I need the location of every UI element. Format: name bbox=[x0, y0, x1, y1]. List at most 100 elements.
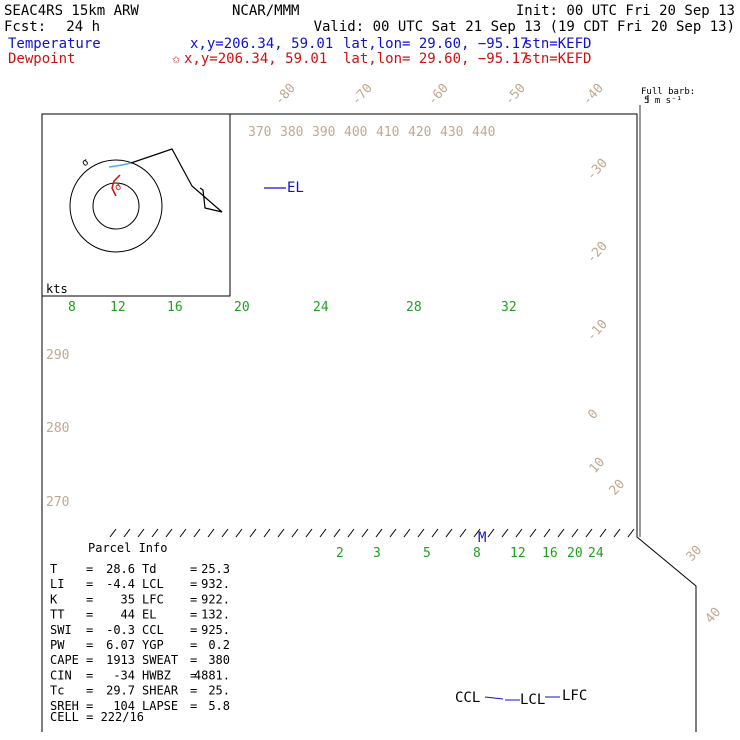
star-icon: ✩ bbox=[172, 51, 181, 67]
hodograph: σ σ kts bbox=[41, 113, 231, 297]
freezing-level-tick bbox=[501, 528, 509, 538]
isotherm-label: 20 bbox=[607, 477, 629, 499]
parcel-equals: = bbox=[86, 562, 93, 576]
hodograph-trace-upper bbox=[130, 148, 223, 213]
parcel-param-name: YGP bbox=[142, 638, 164, 652]
dry-adiabat-label: 420 bbox=[408, 125, 431, 140]
parcel-param-value: 104 bbox=[113, 699, 135, 713]
fcst-value: 24 h bbox=[66, 19, 100, 35]
freezing-level-tick bbox=[375, 528, 383, 538]
freezing-level-tick bbox=[445, 528, 453, 538]
dry-adiabat-label: 390 bbox=[312, 125, 335, 140]
parcel-param-value: 44 bbox=[121, 608, 135, 622]
moist-adiabat-label: 8 bbox=[68, 300, 76, 315]
mixing-ratio-labels: 2 3 5 8 12 16 20 24 bbox=[336, 546, 604, 561]
moist-adiabat-label: 32 bbox=[501, 300, 517, 315]
parcel-param-name: K bbox=[50, 592, 58, 606]
parcel-param-name: LI bbox=[50, 577, 64, 591]
cell-motion: CELL = 222/16 bbox=[50, 710, 144, 724]
isotherm-label: -50 bbox=[502, 81, 529, 108]
mixing-ratio-label: 12 bbox=[510, 546, 526, 561]
parcel-equals: = bbox=[86, 668, 93, 682]
freezing-level-tick bbox=[557, 528, 565, 538]
parcel-equals: = bbox=[190, 608, 197, 622]
parcel-equals: = bbox=[190, 577, 197, 591]
parcel-param-value: 380 bbox=[208, 653, 230, 667]
moist-adiabat-label: 12 bbox=[110, 300, 126, 315]
hodograph-marker-start: σ bbox=[113, 181, 124, 194]
parcel-equals: = bbox=[190, 638, 197, 652]
freezing-level-tick bbox=[515, 528, 523, 538]
parcel-equals: = bbox=[190, 684, 197, 698]
parcel-param-name: TT bbox=[50, 608, 64, 622]
moist-adiabat-label: 24 bbox=[313, 300, 329, 315]
mixing-ratio-label: 20 bbox=[567, 546, 583, 561]
parcel-info-background bbox=[44, 537, 236, 727]
dewpoint-legend-label: Dewpoint bbox=[8, 51, 75, 67]
mixing-ratio-label: 2 bbox=[336, 546, 344, 561]
parcel-param-name: CIN bbox=[50, 668, 72, 682]
parcel-param-value: -34 bbox=[113, 668, 135, 682]
parcel-equals: = bbox=[86, 638, 93, 652]
dewpoint-xy: x,y=206.34, 59.01 bbox=[184, 51, 327, 67]
freezing-level-tick bbox=[389, 528, 397, 538]
parcel-equals: = bbox=[190, 623, 197, 637]
dry-adiabat-labels: 370 380 390 400 410 420 430 440 290 280 270 bbox=[46, 125, 495, 510]
freezing-level-tick bbox=[291, 528, 299, 538]
parcel-info-title: Parcel Info bbox=[88, 541, 167, 555]
parcel-param-name: LFC bbox=[142, 592, 164, 606]
parcel-param-value: 4881. bbox=[194, 668, 230, 682]
lfc-label: LFC bbox=[562, 688, 587, 704]
parcel-param-value: 5.8 bbox=[208, 699, 230, 713]
hodograph-marker-top: σ bbox=[80, 157, 91, 170]
wind-barbs: Full barb: 5 m s⁻¹ bbox=[639, 87, 695, 537]
isotherm-label: -40 bbox=[580, 81, 607, 108]
parcel-param-name: SWEAT bbox=[142, 653, 178, 667]
parcel-equals: = bbox=[86, 608, 93, 622]
freezing-level-tick bbox=[263, 528, 271, 538]
dewpoint-latlon: lat,lon= 29.60, −95.17 bbox=[343, 51, 528, 67]
dry-adiabat-label: 380 bbox=[280, 125, 303, 140]
freezing-level-tick bbox=[571, 528, 579, 538]
parcel-equals: = bbox=[86, 653, 93, 667]
parcel-equals: = bbox=[86, 623, 93, 637]
freezing-level-tick bbox=[627, 528, 635, 538]
parcel-param-name: HWBZ bbox=[142, 668, 171, 682]
parcel-equals: = bbox=[86, 592, 93, 606]
freezing-level-tick bbox=[319, 528, 327, 538]
parcel-param-name: EL bbox=[142, 608, 156, 622]
dry-adiabat-label: 270 bbox=[46, 495, 69, 510]
parcel-param-value: 922. bbox=[201, 592, 230, 606]
parcel-param-name: SWI bbox=[50, 623, 72, 637]
parcel-equals: = bbox=[86, 684, 93, 698]
el-label: EL bbox=[287, 180, 304, 196]
parcel-param-name: LAPSE bbox=[142, 699, 178, 713]
freezing-level-tick bbox=[529, 528, 537, 538]
freezing-level-tick bbox=[207, 528, 215, 538]
temperature-xy: x,y=206.34, 59.01 bbox=[190, 36, 333, 52]
isotherm-label: -30 bbox=[584, 156, 611, 183]
parcel-param-name: Td bbox=[142, 562, 156, 576]
parcel-param-name: CAPE bbox=[50, 653, 79, 667]
temperature-legend-label: Temperature bbox=[8, 36, 101, 52]
hodograph-frame bbox=[41, 113, 231, 297]
freezing-level-tick bbox=[165, 528, 173, 538]
freezing-level-tick bbox=[459, 528, 467, 538]
freezing-level-tick bbox=[347, 528, 355, 538]
moist-adiabat-labels: 8 12 16 20 24 28 32 bbox=[68, 300, 517, 315]
hodograph-ring-outer bbox=[69, 159, 163, 253]
parcel-param-value: -0.3 bbox=[106, 623, 135, 637]
level-markers: EL M CCL LCL LFC bbox=[264, 180, 587, 708]
parcel-param-value: 35 bbox=[121, 592, 135, 606]
dry-adiabat-label: 290 bbox=[46, 348, 69, 363]
parcel-param-name: CCL bbox=[142, 623, 164, 637]
mixing-ratio-label: 3 bbox=[373, 546, 381, 561]
ccl-label: CCL bbox=[455, 690, 480, 706]
isotherm-label: 40 bbox=[703, 605, 725, 627]
freezing-level-tick bbox=[585, 528, 593, 538]
freezing-level-tick bbox=[137, 528, 145, 538]
hodograph-ring-inner bbox=[92, 182, 140, 230]
isotherm-label: 10 bbox=[587, 455, 609, 477]
parcel-equals: = bbox=[190, 653, 197, 667]
